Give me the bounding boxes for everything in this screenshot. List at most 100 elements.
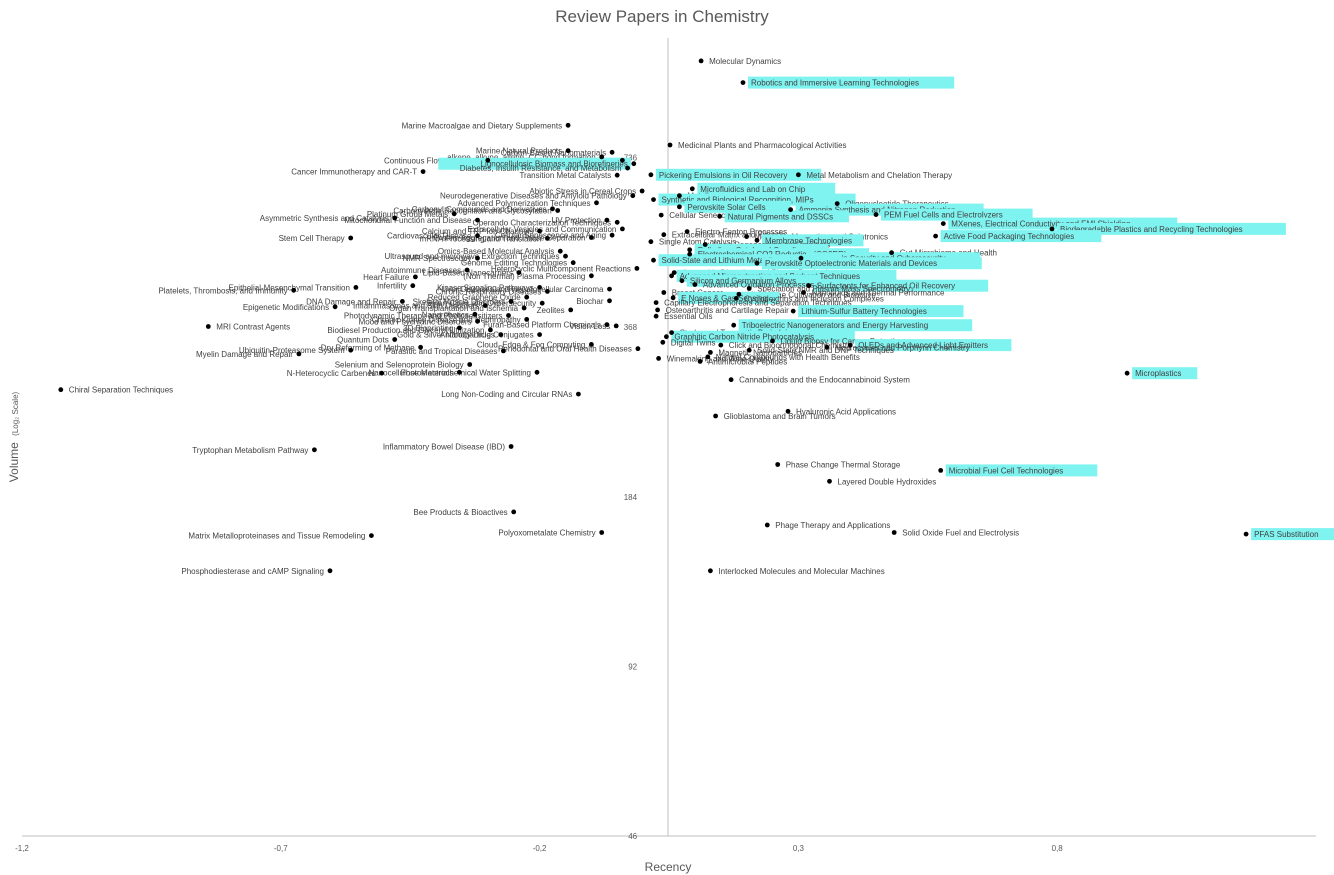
data-point [728,377,734,383]
point-label: Nanocellulose Materials [368,368,453,377]
data-point [630,193,636,199]
point-label: Interlocked Molecules and Molecular Mach… [718,567,884,576]
data-point [545,236,550,241]
point-label: Magnetic Nanoparticles [718,348,802,357]
point-label: Selenium and Selenoprotein Biology [335,361,464,370]
data-point [827,478,832,484]
data-point [847,342,853,348]
data-point [475,233,480,239]
highlight-box [1251,528,1334,541]
data-point [746,347,752,353]
data-point [594,200,599,206]
point-label: Marine Natural Products [476,147,562,156]
data-point [379,370,385,376]
data-point [418,344,423,350]
data-point [511,509,517,515]
point-label: Periodontal and Oral Health Diseases [498,345,632,354]
point-label: Liquid Biopsy for Cancer Detection [781,337,904,346]
point-label: Triboelectric Nanogenerators and Energy … [742,321,928,330]
data-point [754,237,760,243]
data-point [537,332,542,337]
data-point [534,369,540,375]
point-label: Digital Twins [671,338,716,347]
point-label: Bee Products & Bioactives [413,508,507,517]
point-label: Biochar [576,297,603,306]
point-label: Capillary Electrophoresis and Separation… [664,299,852,308]
point-label: Chronic Kidney Disease and Nephropathy [372,315,521,324]
data-point [718,342,724,348]
data-point [565,122,571,128]
point-label: Inflammatory Bowel Disease (IBD) [383,443,506,452]
point-label: Cardiovascular Disease [387,232,472,241]
chart-title: Review Papers in Chemistry [555,7,769,26]
point-label: Asymmetric Synthesis and Catalysis [260,214,389,223]
x-tick-label: -0,7 [274,844,288,853]
data-point [834,201,840,207]
highlight-box [1132,367,1198,380]
point-label: Biodegradable Plastics and Recycling Tec… [1060,225,1243,234]
point-label: Transition Metal Catalysts [519,171,611,180]
data-point [348,235,354,241]
data-point [589,273,594,279]
y-tick-label: 92 [628,662,637,671]
point-label: Furan-Based Platform Chemicals [483,321,601,330]
data-point [713,413,718,419]
point-label: Matrix Metalloproteinases and Tissue Rem… [188,532,365,541]
point-label: Perovskite Optoelectronic Materials and … [765,259,937,268]
point-label: Ammonia Synthesis and Nitrogen Reduction [799,206,956,215]
point-label: 3D Bioprinting [403,324,453,333]
point-label: Graphitic Carbon Nitride Photocatalysis [674,333,814,342]
data-point [524,294,530,300]
data-point [744,234,749,240]
point-label: N-Heterocyclic Carbenes [287,369,376,378]
data-point [599,154,605,160]
data-point [631,161,637,167]
point-label: MXenes, Electrical Conductivity and EMI … [951,220,1130,229]
data-point [684,229,690,235]
data-point [1124,370,1130,376]
data-point [770,338,775,344]
data-point [565,148,571,154]
highlight-box [678,291,780,304]
point-label: Chronic Respiratory Diseases [436,287,542,296]
data-point [539,300,545,306]
x-tick-label: -0,2 [533,844,547,853]
data-point [620,157,625,163]
point-label: Extracellular Vesicles and Communication [467,225,616,234]
point-label: Solid Oxide Fuel and Electrolysis [902,529,1019,538]
data-point [467,362,473,367]
point-label: Nanofluids and Thermal Performance [812,289,945,298]
highlight-box [855,339,1012,352]
point-label: Speciation and Plasma Mass Spectrometry [757,285,910,294]
point-label: Protein Aggregation and Phase Separation [434,234,586,243]
point-label: Osteoarthritis and Cartilage Repair [666,306,790,315]
highlight-box [762,257,982,270]
data-point [677,204,682,210]
point-label: Advanced Polymerization Techniques [458,199,591,208]
point-label: Photoelectrochemical Water Splitting [401,368,531,377]
highlight-box [697,182,836,195]
point-label: Carbohydrate Recognition and Glycosylati… [393,207,551,216]
data-point [410,283,416,289]
data-point [661,290,667,295]
data-point [698,58,704,64]
data-point [400,299,405,304]
data-point [651,257,656,263]
point-label: Electro-Fenton Processes [695,228,787,237]
data-point [708,568,713,574]
data-point [353,285,359,290]
data-point [790,308,796,314]
point-label: Microalgae Cultivation and Bioactive [747,290,877,299]
data-point [557,248,563,254]
data-point [648,239,654,245]
point-label: Smart Cities and Cybersecurity [426,299,536,308]
point-label: Carbonyl Compounds and Derivatives [412,205,547,214]
data-point [702,242,708,247]
data-point [482,303,488,308]
point-label: Tryptophan Metabolism Pathway [192,446,308,455]
point-label: Molecular Dynamics [709,57,781,66]
highlight-box [724,210,849,223]
data-point [607,298,612,304]
data-point [661,232,667,238]
data-point [568,307,574,313]
